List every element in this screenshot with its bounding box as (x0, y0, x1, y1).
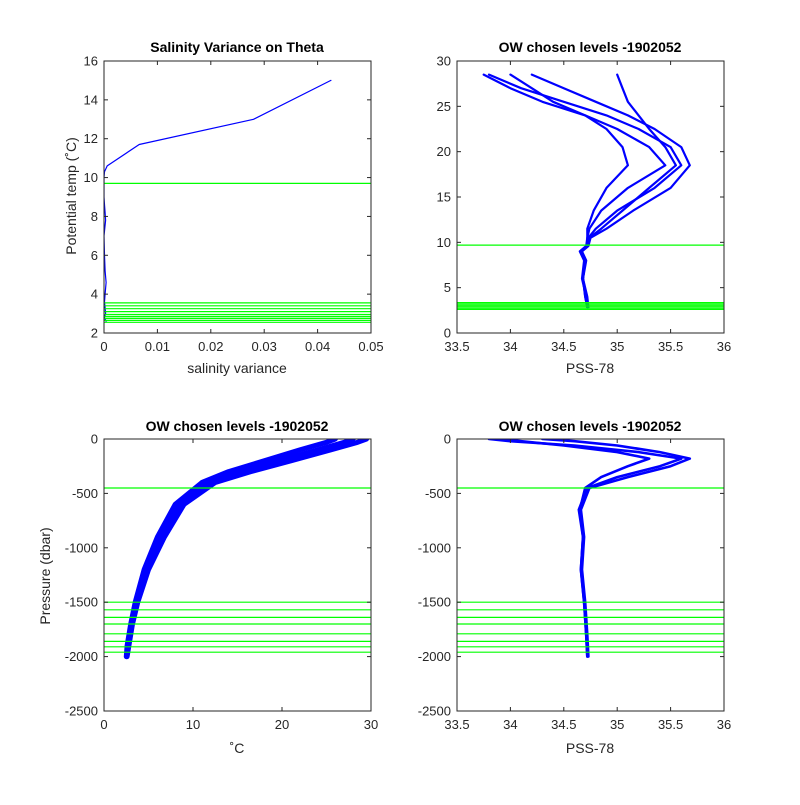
y-tick-label: -500 (72, 486, 98, 501)
plot-area (457, 73, 724, 310)
y-tick-label: 15 (437, 190, 451, 205)
y-tick-label: 8 (91, 209, 98, 224)
x-tick-label: 10 (186, 717, 200, 732)
chart-title: OW chosen levels -1902052 (146, 418, 329, 434)
x-tick-label: 34 (503, 339, 517, 354)
y-tick-label: 0 (91, 432, 98, 447)
y-tick-label: 14 (84, 92, 98, 107)
chart-title: OW chosen levels -1902052 (499, 39, 682, 55)
y-tick-label: 10 (84, 170, 98, 185)
profile-line-3 (498, 439, 651, 658)
x-tick-label: 0 (100, 339, 107, 354)
x-tick-label: 35.5 (658, 717, 683, 732)
y-axis-label: Pressure (dbar) (37, 527, 53, 624)
y-tick-label: -2000 (65, 649, 98, 664)
axes-box (456, 438, 725, 712)
y-tick-label: -1500 (65, 595, 98, 610)
panel-salinity-variance-on-theta: Salinity Variance on Theta salinity vari… (63, 39, 384, 376)
x-tick-label: 0.05 (358, 339, 383, 354)
y-tick-label: -2500 (65, 704, 98, 719)
y-tick-label: 16 (84, 54, 98, 69)
plot-area (104, 79, 371, 323)
chart-title: OW chosen levels -1902052 (499, 418, 682, 434)
y-tick-label: 5 (444, 280, 451, 295)
y-tick-label: -2000 (418, 649, 451, 664)
x-tick-label: 33.5 (444, 717, 469, 732)
x-tick-label: 34.5 (551, 339, 576, 354)
y-tick-label: 0 (444, 432, 451, 447)
axes-box (103, 60, 372, 334)
x-tick-label: 36 (717, 717, 731, 732)
x-tick-label: 35.5 (658, 339, 683, 354)
y-tick-label: 20 (437, 144, 451, 159)
plot-area (104, 439, 371, 660)
y-tick-label: 0 (444, 326, 451, 341)
x-tick-label: 0 (100, 717, 107, 732)
x-tick-label: 34 (503, 717, 517, 732)
x-tick-label: 35 (610, 339, 624, 354)
x-tick-label: 0.04 (305, 339, 330, 354)
y-tick-label: -1000 (418, 540, 451, 555)
y-axis-label: Potential temp (˚C) (63, 137, 79, 254)
x-tick-label: 35 (610, 717, 624, 732)
x-axis-label: PSS-78 (566, 360, 614, 376)
panel-ow-chosen-levels-theta-salinity: OW chosen levels -1902052 PSS-78 33.5 34 3… (437, 39, 732, 376)
y-tick-label: -2500 (418, 704, 451, 719)
chart-title: Salinity Variance on Theta (150, 39, 324, 55)
panel-ow-chosen-levels-pressure-temperature: OW chosen levels -1902052 ˚C Pressure (d… (37, 418, 378, 756)
y-tick-label: 2 (91, 326, 98, 341)
panel-ow-chosen-levels-pressure-salinity: OW chosen levels -1902052 PSS-78 33.5 34 3… (418, 418, 731, 756)
y-tick-label: -1000 (65, 540, 98, 555)
y-tick-label: 12 (84, 131, 98, 146)
x-axis-label: salinity variance (187, 360, 287, 376)
x-axis-label: ˚C (230, 740, 245, 756)
y-tick-label: 6 (91, 248, 98, 263)
x-tick-label: 34.5 (551, 717, 576, 732)
x-axis-label: PSS-78 (566, 740, 614, 756)
axes-box (103, 438, 372, 712)
y-tick-label: -1500 (418, 595, 451, 610)
y-tick-label: 30 (437, 54, 451, 69)
y-tick-label: 25 (437, 99, 451, 114)
y-tick-label: 4 (91, 287, 98, 302)
x-tick-label: 0.01 (145, 339, 170, 354)
x-tick-label: 0.03 (252, 339, 277, 354)
y-tick-label: 10 (437, 235, 451, 250)
x-tick-label: 33.5 (444, 339, 469, 354)
x-tick-label: 36 (717, 339, 731, 354)
plot-area (457, 439, 724, 658)
x-tick-label: 20 (275, 717, 289, 732)
x-tick-label: 0.02 (198, 339, 223, 354)
y-tick-label: -500 (425, 486, 451, 501)
x-tick-label: 30 (364, 717, 378, 732)
profile-line-5 (579, 73, 678, 309)
